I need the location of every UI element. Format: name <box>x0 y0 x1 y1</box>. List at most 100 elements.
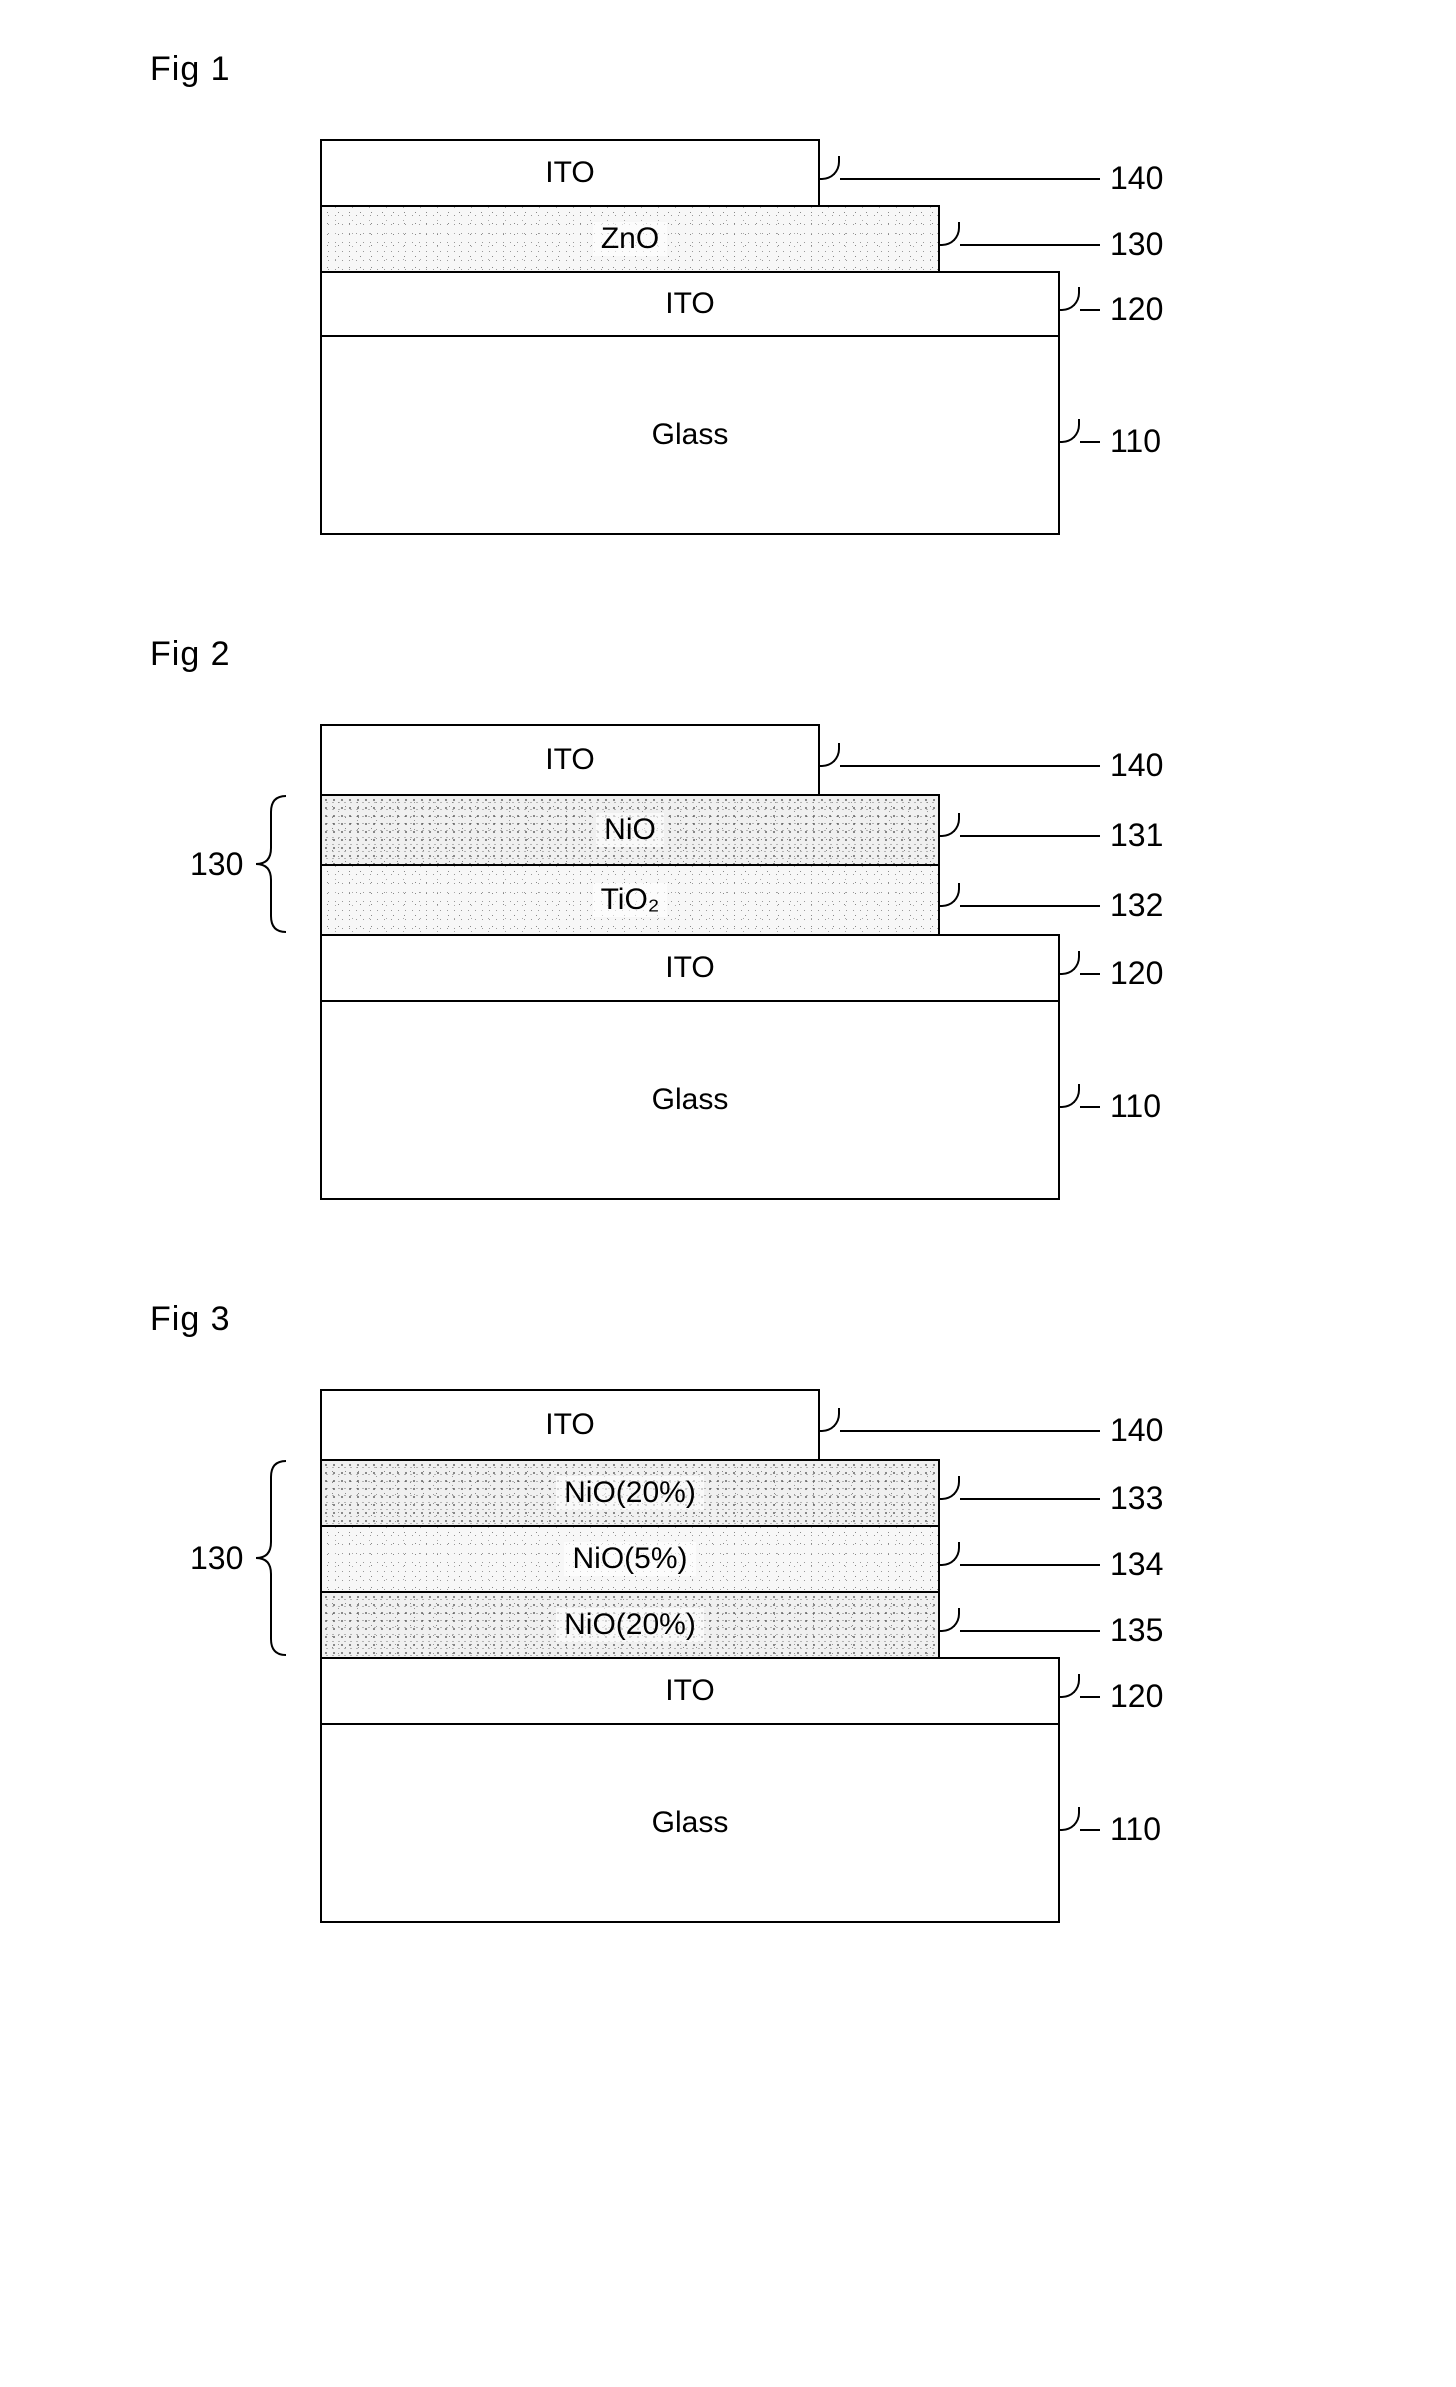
leader-curve <box>940 883 960 907</box>
leader-line <box>960 835 1100 837</box>
layer-label: Glass <box>652 1806 729 1840</box>
leader-line <box>1080 1106 1100 1108</box>
layer-label: Glass <box>652 1083 729 1117</box>
layer-box: ITO <box>320 139 820 205</box>
leader: 134 <box>940 1546 1163 1583</box>
leader: 140 <box>820 747 1163 784</box>
leader: 131 <box>940 817 1163 854</box>
layer-row: NiO(20%)133 <box>320 1459 1080 1525</box>
leader: 130 <box>940 226 1163 263</box>
layer-label: ITO <box>545 743 594 777</box>
layer-box: NiO(20%) <box>320 1591 940 1657</box>
leader-curve <box>940 1608 960 1632</box>
layer-stack: ITO140NiO131TiO₂132ITO120Glass110130 <box>320 724 1080 1200</box>
leader-line <box>1080 441 1100 443</box>
layer-box: Glass <box>320 1000 1060 1200</box>
layer-row: ITO120 <box>320 271 1080 335</box>
layer-label: NiO <box>596 813 664 847</box>
figure-1: Fig 1ITO140ZnO130ITO120Glass110 <box>40 50 1416 535</box>
leader: 110 <box>1060 423 1161 460</box>
layer-box: Glass <box>320 335 1060 535</box>
layer-box: Glass <box>320 1723 1060 1923</box>
leader-curve <box>940 1542 960 1566</box>
reference-number: 140 <box>1110 747 1163 784</box>
bracket-label: 130 <box>190 846 243 883</box>
layer-box: TiO₂ <box>320 864 940 934</box>
layer-label: NiO(20%) <box>556 1608 704 1642</box>
reference-number: 133 <box>1110 1480 1163 1517</box>
reference-number: 110 <box>1110 1811 1161 1848</box>
leader: 120 <box>1060 955 1163 992</box>
leader-curve <box>940 813 960 837</box>
reference-number: 140 <box>1110 1412 1163 1449</box>
layer-stack: ITO140ZnO130ITO120Glass110 <box>320 139 1080 535</box>
layer-box: ITO <box>320 1389 820 1459</box>
leader-line <box>1080 1696 1100 1698</box>
figure-title: Fig 3 <box>150 1300 1416 1339</box>
leader-line <box>960 1630 1100 1632</box>
layer-box: NiO(5%) <box>320 1525 940 1591</box>
figure-title: Fig 2 <box>150 635 1416 674</box>
reference-number: 110 <box>1110 1088 1161 1125</box>
figure-title: Fig 1 <box>150 50 1416 89</box>
layer-row: ZnO130 <box>320 205 1080 271</box>
leader-curve <box>820 743 840 767</box>
leader-curve <box>1060 1674 1080 1698</box>
leader: 120 <box>1060 1678 1163 1715</box>
leader: 110 <box>1060 1088 1161 1125</box>
layer-row: NiO(5%)134 <box>320 1525 1080 1591</box>
leader-line <box>960 1564 1100 1566</box>
leader-line <box>1080 973 1100 975</box>
layer-row: Glass110 <box>320 335 1080 535</box>
layer-box: ITO <box>320 1657 1060 1723</box>
reference-number: 120 <box>1110 291 1163 328</box>
leader-line <box>1080 1829 1100 1831</box>
figure-3: Fig 3ITO140NiO(20%)133NiO(5%)134NiO(20%)… <box>40 1300 1416 1923</box>
curly-brace-icon <box>251 1459 291 1657</box>
layer-label: TiO₂ <box>593 883 668 917</box>
leader-line <box>840 178 1100 180</box>
layer-label: ZnO <box>593 222 667 256</box>
layer-row: ITO140 <box>320 1389 1080 1459</box>
layer-row: ITO140 <box>320 724 1080 794</box>
leader-line <box>840 765 1100 767</box>
leader: 133 <box>940 1480 1163 1517</box>
figure-2: Fig 2ITO140NiO131TiO₂132ITO120Glass11013… <box>40 635 1416 1200</box>
leader-curve <box>820 1408 840 1432</box>
layer-label: ITO <box>545 156 594 190</box>
layer-box: ZnO <box>320 205 940 271</box>
layer-row: TiO₂132 <box>320 864 1080 934</box>
layer-label: ITO <box>665 287 714 321</box>
layer-label: ITO <box>665 1674 714 1708</box>
leader-curve <box>940 1476 960 1500</box>
layer-row: ITO120 <box>320 934 1080 1000</box>
layer-box: ITO <box>320 724 820 794</box>
bracket-label: 130 <box>190 1540 243 1577</box>
reference-number: 130 <box>1110 226 1163 263</box>
leader-line <box>840 1430 1100 1432</box>
leader-line <box>960 905 1100 907</box>
leader-curve <box>1060 1084 1080 1108</box>
reference-number: 131 <box>1110 817 1163 854</box>
layer-row: Glass110 <box>320 1723 1080 1923</box>
layer-box: NiO(20%) <box>320 1459 940 1525</box>
layer-label: NiO(20%) <box>556 1476 704 1510</box>
leader: 132 <box>940 887 1163 924</box>
layer-row: NiO131 <box>320 794 1080 864</box>
layer-box: ITO <box>320 934 1060 1000</box>
leader: 120 <box>1060 291 1163 328</box>
leader-curve <box>1060 951 1080 975</box>
leader-curve <box>1060 287 1080 311</box>
leader-curve <box>1060 419 1080 443</box>
layer-row: ITO140 <box>320 139 1080 205</box>
reference-number: 132 <box>1110 887 1163 924</box>
layer-row: ITO120 <box>320 1657 1080 1723</box>
leader-curve <box>820 156 840 180</box>
leader-line <box>960 244 1100 246</box>
reference-number: 120 <box>1110 955 1163 992</box>
leader: 135 <box>940 1612 1163 1649</box>
bracket-group: 130 <box>190 794 291 934</box>
reference-number: 134 <box>1110 1546 1163 1583</box>
bracket-group: 130 <box>190 1459 291 1657</box>
reference-number: 110 <box>1110 423 1161 460</box>
